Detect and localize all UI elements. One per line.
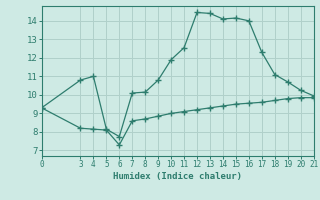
X-axis label: Humidex (Indice chaleur): Humidex (Indice chaleur)	[113, 172, 242, 181]
